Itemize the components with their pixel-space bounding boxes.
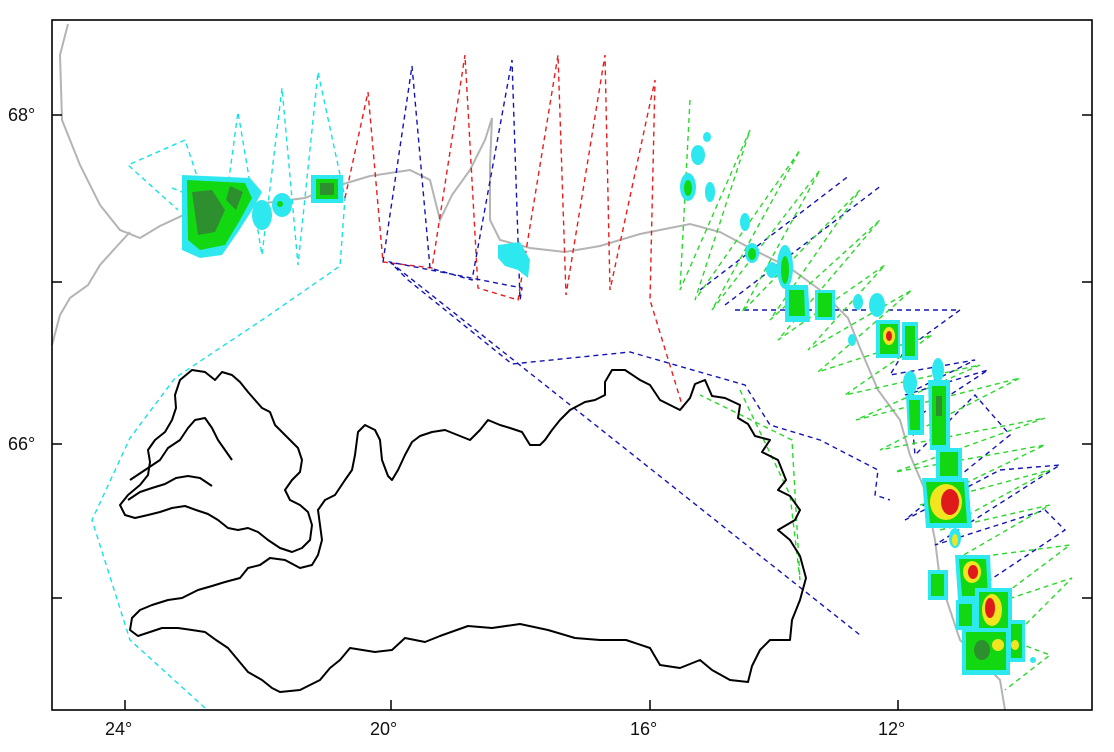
track-blue — [383, 60, 1065, 635]
track-green — [680, 100, 1072, 690]
density-patch-west-2 — [311, 175, 343, 203]
lon-label-24: 24° — [105, 719, 132, 739]
density-patch-west — [182, 175, 292, 258]
lon-label-12: 12° — [878, 719, 905, 739]
track-red — [345, 55, 683, 408]
shelf-contour — [52, 24, 1005, 710]
iceland-coastline — [120, 370, 806, 692]
lat-label-68: 68° — [8, 105, 35, 125]
lon-label-20: 20° — [370, 719, 397, 739]
lat-label-66: 66° — [8, 434, 35, 454]
track-cyan — [92, 72, 345, 708]
density-patches — [182, 132, 1036, 675]
lon-label-16: 16° — [630, 719, 657, 739]
